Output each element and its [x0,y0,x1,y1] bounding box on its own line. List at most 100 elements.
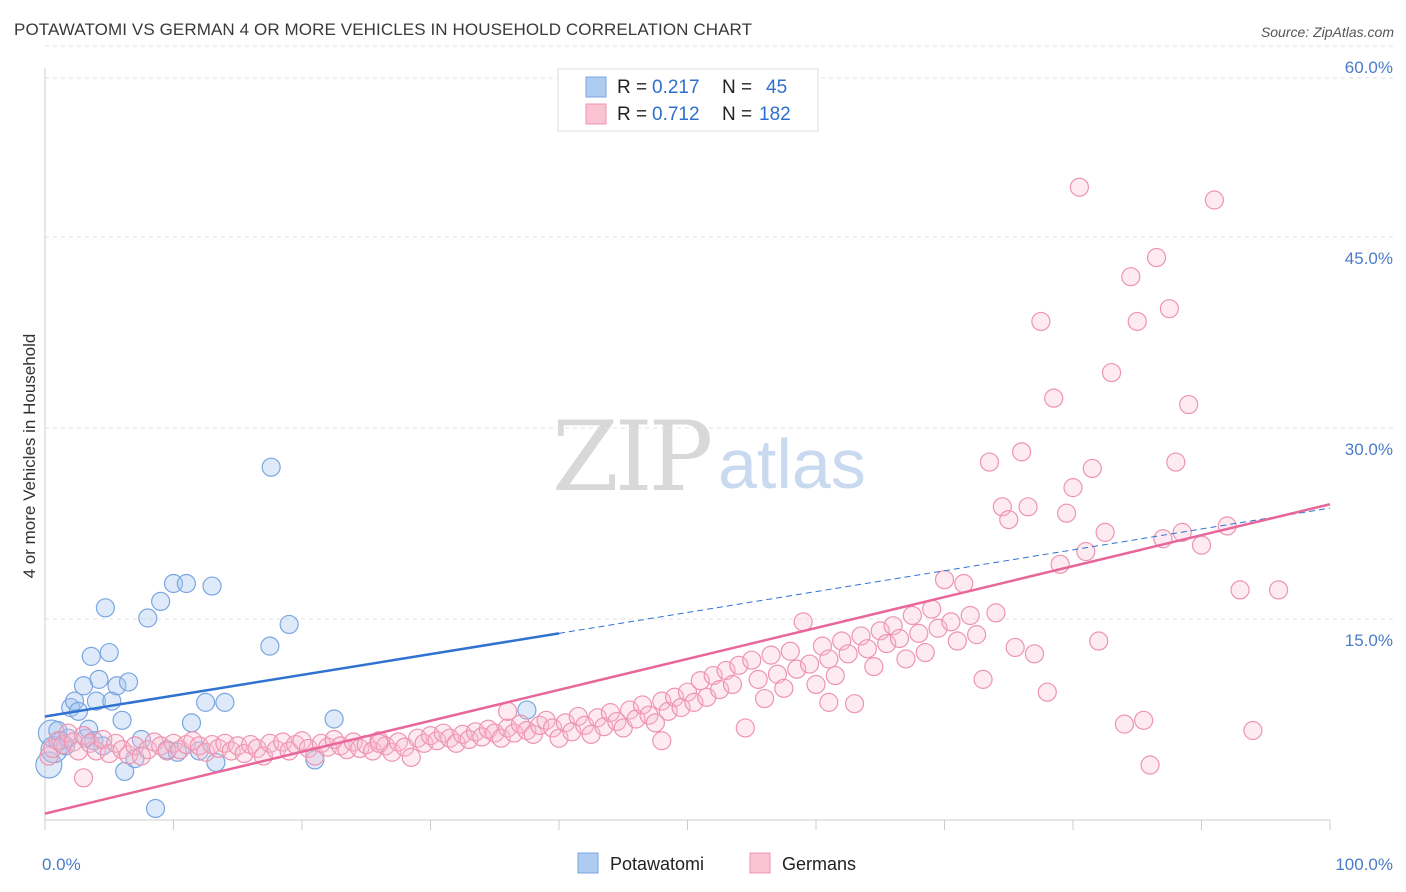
point-germans [1056,503,1077,523]
point-potawatomi [99,642,119,663]
point-germans [665,687,685,707]
point-germans [1037,682,1057,702]
point-potawatomi [202,576,222,596]
point-germans [1191,535,1212,555]
point-germans [1159,299,1179,319]
point-germans [742,650,762,670]
series-legend-swatch-germans [749,852,771,874]
series-legend-label-potawatomi: Potawatomi [610,854,704,874]
x-tick-label: 100.0% [1335,855,1393,874]
grid [45,45,1395,620]
point-germans [1089,631,1109,651]
point-germans [58,723,78,743]
point-germans [472,727,492,747]
point-germans [1121,267,1141,287]
point-germans [125,736,145,756]
point-germans [973,669,993,689]
trend-line-potawatomi-extension [558,507,1331,634]
y-tick-label: 45.0% [1345,249,1393,268]
point-germans [703,665,723,686]
point-germans [684,692,704,712]
point-germans [1101,362,1122,383]
trend-line-potawatomi [44,632,560,718]
point-potawatomi [138,608,158,628]
point-germans [388,732,408,752]
point-germans [735,718,755,738]
legend-n-label-potawatomi: N = [722,77,752,98]
y-tick-label: 60.0% [1345,58,1393,77]
point-potawatomi [196,692,216,712]
y-tick-label: 30.0% [1345,440,1393,459]
trend-lines [44,503,1331,815]
point-potawatomi [517,700,537,720]
legend-r-value-germans: 0.712 [652,104,700,125]
point-germans [748,669,768,689]
point-germans [889,628,910,649]
point-germans [761,645,781,665]
point-germans [780,641,800,661]
points-layer [35,177,1289,819]
point-germans [196,742,216,762]
point-germans [112,740,132,760]
point-germans [844,694,865,714]
point-potawatomi [95,598,115,618]
source-label: Source: ZipAtlas.com [1260,24,1394,40]
point-germans [774,678,794,698]
point-potawatomi [118,672,139,692]
point-germans [799,654,820,674]
point-germans [729,655,749,675]
point-germans [1179,394,1199,415]
point-germans [902,605,922,626]
legend-n-value-germans: 182 [759,104,791,125]
point-potawatomi [79,719,99,739]
point-germans [1268,580,1289,600]
point-germans [80,733,100,753]
point-germans [677,682,698,702]
point-germans [877,633,897,654]
point-potawatomi [261,457,281,477]
point-germans [1204,190,1224,210]
legend-r-value-potawatomi: 0.217 [652,77,700,98]
point-germans [857,639,878,659]
point-germans [767,664,788,684]
point-germans [63,732,83,752]
point-germans [485,723,505,743]
point-germans [658,701,678,721]
point-germans [806,674,826,695]
point-germans [1018,497,1038,517]
point-germans [1127,311,1147,332]
chart-title: POTAWATOMI VS GERMAN 4 OR MORE VEHICLES … [14,20,753,39]
point-germans [716,660,736,681]
legend-swatch-potawatomi [585,76,607,98]
point-potawatomi [81,646,101,666]
point-germans [915,642,935,663]
point-germans [1134,710,1154,730]
point-germans [825,665,845,686]
point-germans [542,718,563,738]
point-germans [947,631,967,651]
point-germans [652,691,672,711]
point-germans [979,452,1000,472]
point-germans [93,729,113,750]
point-germans [787,659,807,679]
point-germans [1114,714,1135,734]
point-germans [48,731,68,751]
point-germans [934,570,955,590]
point-germans [1031,311,1051,332]
point-germans [1005,637,1025,658]
point-germans [1146,247,1167,268]
point-germans [754,688,775,709]
point-potawatomi [64,691,85,711]
point-potawatomi [89,669,109,689]
point-germans [896,649,916,669]
point-potawatomi [215,692,235,712]
point-germans [1011,442,1032,462]
point-germans [536,710,556,730]
point-germans [632,695,653,715]
point-potawatomi [181,713,202,733]
point-germans [960,605,980,626]
point-germans [710,680,730,700]
point-germans [645,713,665,733]
point-germans [1024,644,1045,664]
